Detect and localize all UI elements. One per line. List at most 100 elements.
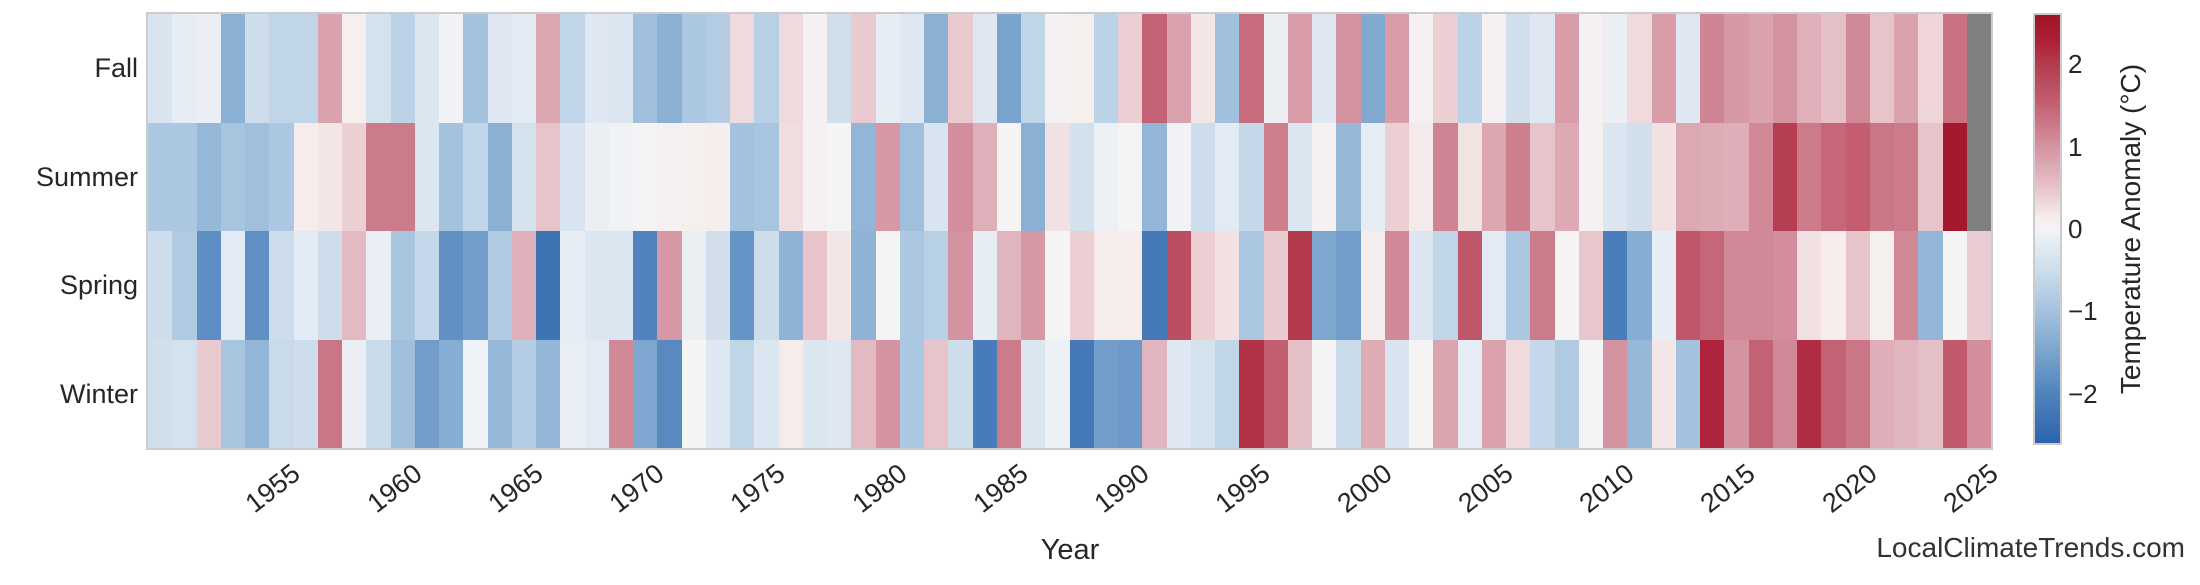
heatmap-cell	[1045, 231, 1070, 340]
heatmap-cell	[463, 231, 488, 340]
heatmap-cell	[1894, 231, 1919, 340]
heatmap-cell	[608, 339, 633, 448]
heatmap-cell	[827, 122, 852, 231]
heatmap-cell	[778, 231, 803, 340]
heatmap-cell	[511, 339, 536, 448]
heatmap-cell	[366, 14, 391, 123]
heatmap-cell	[1021, 14, 1046, 123]
heatmap-cell	[1336, 339, 1361, 448]
heatmap-cell	[1045, 122, 1070, 231]
x-tick-label-2020: 2020	[1816, 458, 1883, 519]
heatmap-cell	[1651, 231, 1676, 340]
heatmap-cell	[1918, 14, 1943, 123]
heatmap-cell	[148, 14, 173, 123]
heatmap-cell	[1724, 231, 1749, 340]
heatmap-cell	[584, 339, 609, 448]
heatmap-cell	[342, 122, 367, 231]
heatmap-cell	[1675, 14, 1700, 123]
heatmap-cell	[1384, 122, 1409, 231]
heatmap-cell	[584, 14, 609, 123]
heatmap-cell	[560, 14, 585, 123]
heatmap-cell	[1287, 339, 1312, 448]
heatmap-cell	[972, 339, 997, 448]
heatmap-cell	[1675, 231, 1700, 340]
heatmap-cell	[1530, 14, 1555, 123]
x-axis-title: Year	[1040, 534, 1100, 566]
heatmap-cell	[948, 339, 973, 448]
heatmap-cell	[924, 122, 949, 231]
heatmap-cell	[875, 122, 900, 231]
heatmap-cell	[487, 14, 512, 123]
heatmap-cell	[1263, 122, 1288, 231]
heatmap-cell	[366, 122, 391, 231]
heatmap-cell	[1433, 122, 1458, 231]
heatmap-cell	[1239, 339, 1264, 448]
heatmap-cell	[1530, 231, 1555, 340]
heatmap-cell	[681, 14, 706, 123]
x-tick-label-1990: 1990	[1088, 458, 1155, 519]
heatmap-cell	[148, 231, 173, 340]
heatmap-cell	[1457, 122, 1482, 231]
heatmap-cell	[1166, 339, 1191, 448]
x-tick-label-1980: 1980	[846, 458, 913, 519]
heatmap-cell	[1748, 231, 1773, 340]
heatmap-cell	[1506, 122, 1531, 231]
heatmap-cell	[1069, 339, 1094, 448]
heatmap-cell	[390, 122, 415, 231]
colorbar-title: Temperature Anomaly (°C)	[2115, 63, 2146, 395]
heatmap-cell	[1263, 339, 1288, 448]
heatmap-cell	[705, 339, 730, 448]
heatmap-cell	[1166, 122, 1191, 231]
heatmap-cell	[414, 339, 439, 448]
heatmap-cell	[1772, 122, 1797, 231]
heatmap-cell	[511, 231, 536, 340]
heatmap-cell	[1166, 231, 1191, 340]
heatmap-cell	[1821, 122, 1846, 231]
heatmap-cell	[1797, 14, 1822, 123]
heatmap-cell	[1918, 339, 1943, 448]
heatmap-cell	[633, 339, 658, 448]
heatmap	[146, 12, 1993, 450]
heatmap-cell	[584, 231, 609, 340]
heatmap-cell	[414, 231, 439, 340]
x-tick-label-1955: 1955	[240, 458, 306, 519]
x-tick-label-1995: 1995	[1210, 458, 1276, 519]
heatmap-cell	[1409, 231, 1434, 340]
x-tick-label-1965: 1965	[482, 458, 549, 519]
heatmap-cell	[827, 14, 852, 123]
heatmap-cell	[754, 14, 779, 123]
heatmap-cell	[1336, 122, 1361, 231]
heatmap-cell	[924, 339, 949, 448]
heatmap-cell	[390, 339, 415, 448]
heatmap-cell	[1118, 14, 1143, 123]
heatmap-cell	[1530, 122, 1555, 231]
heatmap-cell	[172, 231, 197, 340]
heatmap-cell	[1045, 339, 1070, 448]
heatmap-cell	[1069, 231, 1094, 340]
heatmap-cell	[1360, 339, 1385, 448]
heatmap-cell	[1287, 122, 1312, 231]
heatmap-cell	[1675, 339, 1700, 448]
heatmap-cell	[1093, 339, 1118, 448]
heatmap-cell	[1797, 339, 1822, 448]
heatmap-cell	[1554, 339, 1579, 448]
heatmap-cell	[899, 122, 924, 231]
heatmap-cell	[317, 231, 342, 340]
heatmap-cell	[996, 339, 1021, 448]
heatmap-cell	[172, 339, 197, 448]
heatmap-cell	[269, 231, 294, 340]
heatmap-cell	[1578, 14, 1603, 123]
heatmap-cell	[439, 231, 464, 340]
heatmap-cell	[1215, 231, 1240, 340]
heatmap-cell	[1021, 231, 1046, 340]
heatmap-cell	[802, 122, 827, 231]
heatmap-cell	[1554, 231, 1579, 340]
heatmap-cell	[1578, 231, 1603, 340]
heatmap-cell	[1530, 339, 1555, 448]
heatmap-cell	[633, 231, 658, 340]
heatmap-cell	[1869, 122, 1894, 231]
heatmap-cell	[1384, 231, 1409, 340]
heatmap-cell	[1312, 122, 1337, 231]
heatmap-cell	[996, 14, 1021, 123]
heatmap-cell	[1287, 14, 1312, 123]
